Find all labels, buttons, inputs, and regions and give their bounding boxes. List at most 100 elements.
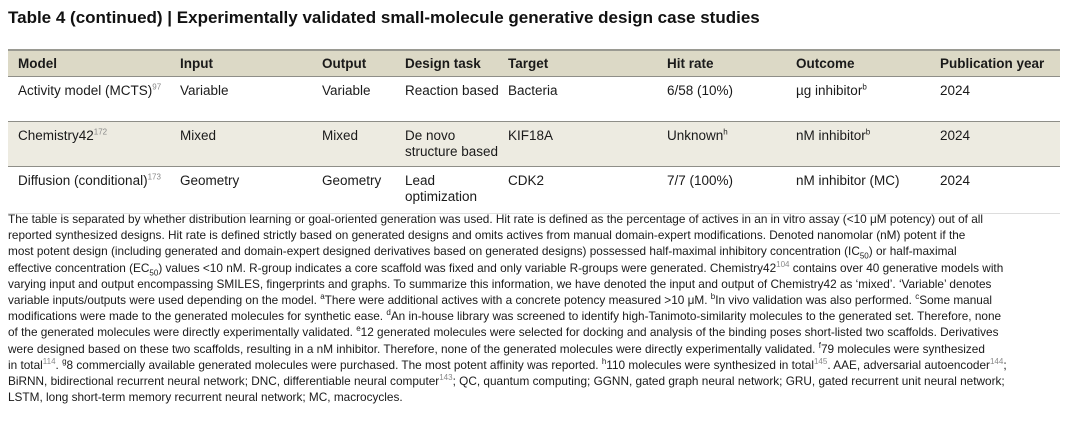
cell-text: 7/7 (100%) bbox=[667, 173, 734, 188]
footnote-line: BiRNN, bidirectional recurrent neural ne… bbox=[8, 373, 1007, 389]
cell-text: 2024 bbox=[940, 128, 971, 143]
table-cell: CDK2 bbox=[508, 166, 667, 214]
footnote-text: of the generated molecules were directly… bbox=[8, 325, 357, 340]
footnote-text: ; QC, quantum computing; GGNN, gated gra… bbox=[452, 374, 1005, 389]
column-header: Target bbox=[508, 49, 667, 77]
table-title: Table 4 (continued) | Experimentally val… bbox=[8, 8, 760, 27]
footnote-marker: h bbox=[723, 127, 728, 137]
footnote-marker: a bbox=[320, 292, 325, 302]
footnote-text: varying input and output encompassing SM… bbox=[8, 276, 992, 291]
cell-text: Lead optimization bbox=[405, 173, 478, 204]
footnote-text: 8 commercially available generated molec… bbox=[66, 357, 602, 372]
footnote-line: reported synthesized designs. Hit rate i… bbox=[8, 227, 1007, 243]
column-header: Outcome bbox=[796, 49, 940, 77]
table-cell: KIF18A bbox=[508, 121, 667, 167]
footnote-line: The table is separated by whether distri… bbox=[8, 211, 1007, 227]
footnote-text: ; bbox=[1003, 357, 1007, 372]
table-cell: Diffusion (conditional)173 bbox=[8, 166, 180, 214]
cell-text: Unknown bbox=[667, 128, 724, 143]
reference-number: 143 bbox=[439, 373, 453, 383]
cell-text: 6/58 (10%) bbox=[667, 83, 734, 98]
column-header: Hit rate bbox=[667, 49, 796, 77]
table-footnotes: The table is separated by whether distri… bbox=[8, 211, 1007, 405]
footnote-line: were designed based on these two scaffol… bbox=[8, 341, 1007, 357]
footnote-text: . bbox=[55, 357, 63, 372]
table-cell: Lead optimization bbox=[405, 166, 508, 214]
cell-text: Geometry bbox=[322, 173, 382, 188]
subscript: 50 bbox=[859, 251, 869, 261]
footnote-text: 110 molecules were synthesized in total bbox=[606, 357, 814, 372]
footnote-line: varying input and output encompassing SM… bbox=[8, 276, 1007, 292]
column-header: Output bbox=[322, 49, 405, 77]
table-cell: 2024 bbox=[940, 121, 1060, 167]
cell-text: Geometry bbox=[180, 173, 240, 188]
footnote-marker: h bbox=[601, 356, 607, 366]
footnote-text: ) or half-maximal bbox=[868, 244, 957, 259]
footnote-text: BiRNN, bidirectional recurrent neural ne… bbox=[8, 374, 440, 389]
reference-number: 172 bbox=[93, 127, 108, 137]
footnote-text: most potent design (including generated … bbox=[8, 244, 860, 259]
footnote-marker: e bbox=[356, 324, 361, 334]
footnote-text: 79 molecules were synthesized bbox=[820, 341, 985, 356]
table-row: Activity model (MCTS)97 Variable Variable R… bbox=[8, 76, 1060, 122]
table-cell: 2024 bbox=[940, 76, 1060, 122]
footnote-line: modifications were made to the generated… bbox=[8, 308, 1007, 324]
footnote-text: Some manual bbox=[919, 293, 993, 308]
footnote-marker: f bbox=[818, 340, 821, 350]
footnote-text: modifications were made to the generated… bbox=[8, 309, 387, 324]
table-cell: Geometry bbox=[322, 166, 405, 214]
footnote-marker: c bbox=[915, 292, 920, 302]
table-row: Chemistry42172 Mixed Mixed De novo structur… bbox=[8, 121, 1060, 167]
reference-number: 144 bbox=[989, 356, 1004, 366]
footnote-text: were designed based on these two scaffol… bbox=[8, 341, 819, 356]
cell-text: nM inhibitor (MC) bbox=[796, 173, 900, 188]
cell-text: Mixed bbox=[180, 128, 217, 143]
column-header: Publication year bbox=[940, 49, 1060, 77]
table-cell: nM inhibitorb bbox=[796, 121, 940, 167]
cell-text: Diffusion (conditional) bbox=[18, 173, 148, 188]
cell-text: De novo structure based bbox=[405, 128, 499, 159]
footnote-line: effective concentration (EC50) values <1… bbox=[8, 260, 1007, 276]
reference-number: 173 bbox=[147, 172, 161, 182]
table-cell: Variable bbox=[322, 76, 405, 122]
reference-number: 114 bbox=[42, 356, 56, 366]
table-cell: Activity model (MCTS)97 bbox=[8, 76, 180, 122]
footnote-text: variable inputs/outputs were used depend… bbox=[8, 293, 321, 308]
table-row: Diffusion (conditional)173 Geometry Geomet… bbox=[8, 166, 1060, 214]
footnote-marker: b bbox=[865, 127, 871, 137]
footnote-text: effective concentration (EC bbox=[8, 260, 150, 275]
table-cell: 7/7 (100%) bbox=[667, 166, 796, 214]
column-header: Input bbox=[180, 49, 322, 77]
case-studies-table: Model Input Output Design task Target Hit rat… bbox=[8, 49, 1060, 214]
reference-number: 104 bbox=[776, 259, 790, 269]
cell-text: 2024 bbox=[940, 173, 971, 188]
cell-text: KIF18A bbox=[508, 128, 554, 143]
footnote-marker: b bbox=[862, 82, 867, 92]
table-cell: De novo structure based bbox=[405, 121, 508, 167]
footnote-text: 12 generated molecules were selected for… bbox=[360, 325, 999, 340]
table-cell: Mixed bbox=[180, 121, 322, 167]
cell-text: Activity model (MCTS) bbox=[18, 83, 153, 98]
cell-text: Bacteria bbox=[508, 83, 558, 98]
footnote-marker: g bbox=[62, 356, 67, 366]
table-header-row: Model Input Output Design task Target Hit rat… bbox=[8, 49, 1060, 77]
table-cell: Chemistry42172 bbox=[8, 121, 180, 167]
table-cell: Bacteria bbox=[508, 76, 667, 122]
cell-text: Mixed bbox=[322, 128, 359, 143]
table-cell: nM inhibitor (MC) bbox=[796, 166, 940, 214]
footnote-text: In vivo validation was also performed. bbox=[715, 293, 916, 308]
table-cell: 2024 bbox=[940, 166, 1060, 214]
footnote-marker: b bbox=[710, 292, 716, 302]
column-header: Model bbox=[8, 49, 180, 77]
footnote-text: An in-house library was screened to iden… bbox=[390, 309, 1002, 324]
cell-text: CDK2 bbox=[508, 173, 545, 188]
table-cell: Unknownh bbox=[667, 121, 796, 167]
table-cell: Mixed bbox=[322, 121, 405, 167]
reference-number: 145 bbox=[813, 356, 828, 366]
cell-text: µg inhibitor bbox=[796, 83, 863, 98]
footnote-line: of the generated molecules were directly… bbox=[8, 324, 1007, 340]
footnote-marker: d bbox=[386, 308, 391, 318]
footnote-line: LSTM, long short-term memory recurrent n… bbox=[8, 389, 1007, 405]
subscript: 50 bbox=[149, 267, 159, 277]
footnote-text: There were additional actives with a con… bbox=[324, 293, 711, 308]
